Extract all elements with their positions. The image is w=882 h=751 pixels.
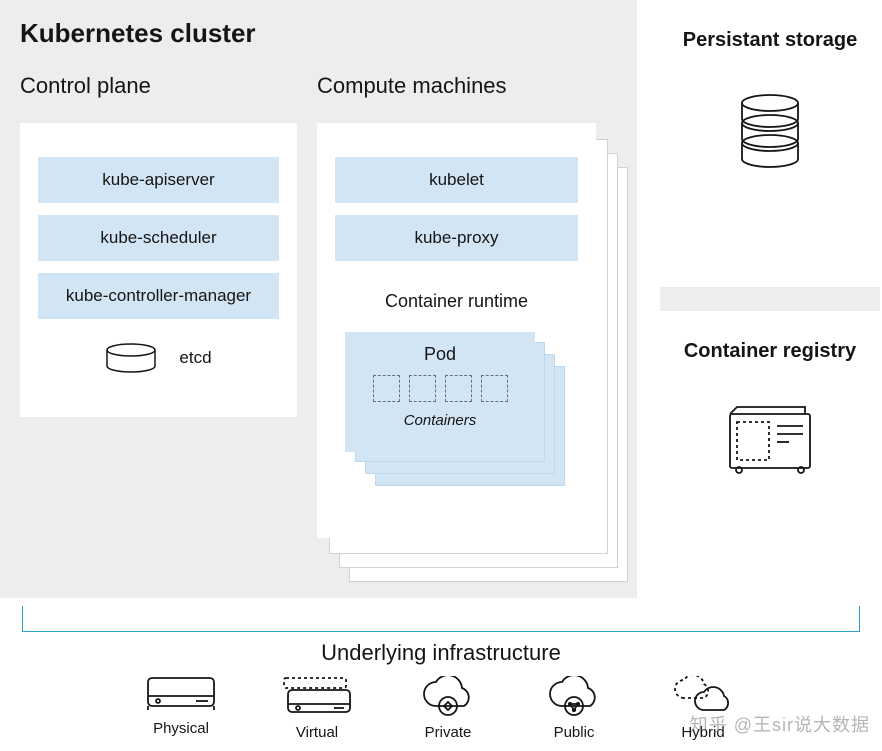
registry-icon [727, 404, 813, 474]
compute-column: Compute machines kubelet kube-proxy Cont… [317, 73, 614, 583]
infra-bracket [22, 606, 860, 632]
infra-physical: Physical [146, 676, 216, 741]
registry-title: Container registry [684, 339, 856, 364]
infra-label: Private [425, 724, 472, 741]
compute-title: Compute machines [317, 73, 614, 99]
infra-title: Underlying infrastructure [0, 640, 882, 666]
infra-label: Hybrid [681, 724, 724, 741]
infra-virtual: Virtual [282, 676, 352, 741]
persistent-storage-card: Persistant storage [660, 0, 880, 287]
infra-private: Private [418, 676, 478, 741]
compute-box: kubelet kube-proxy Container runtime Pod [317, 123, 596, 538]
kubernetes-cluster-panel: Kubernetes cluster Control plane kube-ap… [0, 0, 637, 598]
container-slots [357, 375, 523, 402]
public-cloud-icon [544, 676, 604, 716]
infra-public: Public [544, 676, 604, 741]
container-registry-card: Container registry [660, 311, 880, 598]
infra-hybrid: Hybrid [670, 676, 736, 741]
virtual-server-icon [282, 676, 352, 716]
compute-stack: kubelet kube-proxy Container runtime Pod [317, 123, 614, 583]
pod-title: Pod [357, 344, 523, 365]
container-slot [481, 375, 508, 402]
storage-stack-icon [739, 93, 801, 175]
control-plane-column: Control plane kube-apiserver kube-schedu… [20, 73, 297, 583]
control-plane-box: kube-apiserver kube-scheduler kube-contr… [20, 123, 297, 417]
cluster-title: Kubernetes cluster [20, 18, 617, 49]
physical-server-icon [146, 676, 216, 712]
database-icon [105, 343, 157, 373]
infra-label: Public [554, 724, 595, 741]
hybrid-cloud-icon [670, 676, 736, 716]
control-plane-title: Control plane [20, 73, 297, 99]
infra-label: Physical [153, 720, 209, 737]
containers-label: Containers [357, 412, 523, 429]
etcd-row: etcd [38, 343, 279, 373]
infra-row: Physical Virtual Private [0, 676, 882, 741]
storage-title: Persistant storage [683, 28, 858, 53]
component-kube-apiserver: kube-apiserver [38, 157, 279, 203]
container-slot [373, 375, 400, 402]
component-kube-controller-manager: kube-controller-manager [38, 273, 279, 319]
private-cloud-icon [418, 676, 478, 716]
infra-label: Virtual [296, 724, 338, 741]
component-kubelet: kubelet [335, 157, 578, 203]
side-column: Persistant storage Container registry [660, 0, 880, 598]
container-slot [445, 375, 472, 402]
etcd-label: etcd [179, 348, 211, 368]
pod-stack: Pod Containers [345, 332, 568, 487]
pod-box: Pod Containers [345, 332, 535, 452]
component-kube-proxy: kube-proxy [335, 215, 578, 261]
runtime-title: Container runtime [335, 291, 578, 312]
container-slot [409, 375, 436, 402]
component-kube-scheduler: kube-scheduler [38, 215, 279, 261]
